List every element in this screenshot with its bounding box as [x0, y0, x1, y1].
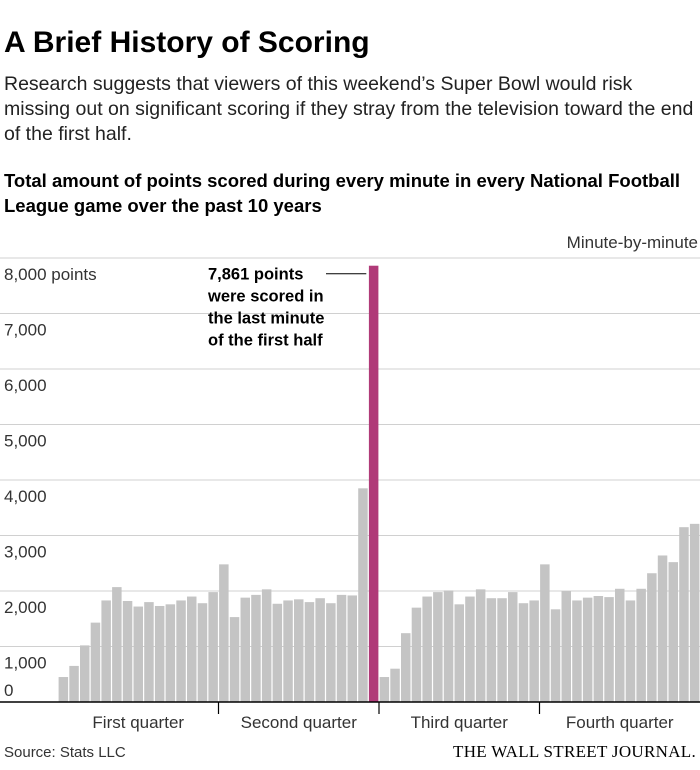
bar [347, 595, 357, 702]
bar [122, 600, 133, 702]
bar [561, 591, 571, 702]
bar [540, 564, 550, 702]
bar [486, 598, 497, 702]
y-tick-label: 0 [4, 681, 13, 700]
bar [197, 603, 208, 702]
bar [604, 597, 614, 702]
bar [58, 677, 69, 702]
annotation-text: were scored in [207, 288, 324, 306]
bar [69, 665, 79, 702]
bar [411, 607, 422, 702]
bar [358, 488, 368, 702]
bar [518, 603, 529, 702]
chart-dek: Research suggests that viewers of this w… [4, 73, 694, 145]
y-tick-label: 6,000 [4, 376, 47, 395]
bar [550, 609, 561, 702]
chart-subtitle: Total amount of points scored during eve… [4, 170, 681, 216]
bar [315, 598, 325, 702]
bar [112, 587, 122, 702]
annotation-text: the last minute [208, 310, 324, 328]
bar [475, 589, 486, 702]
bar-chart: 0 1,000 2,000 3,000 4,000 5,000 6,000 7,000 8,00… [0, 233, 700, 732]
bar [379, 677, 390, 702]
bar [326, 603, 336, 702]
bar [176, 600, 186, 702]
bar [593, 595, 604, 702]
bar [240, 597, 250, 702]
bar [572, 600, 582, 702]
chart-title: A Brief History of Scoring [4, 26, 370, 59]
bar [508, 592, 518, 702]
annotation-text: 7,861 points [208, 266, 303, 284]
y-tick-label: 7,000 [4, 321, 47, 340]
bar [219, 564, 229, 702]
bar [229, 617, 240, 702]
bar-highlight [368, 265, 379, 702]
bar [272, 603, 283, 702]
bar [90, 622, 101, 702]
quarter-label: Second quarter [241, 713, 358, 732]
quarter-label: Third quarter [411, 713, 509, 732]
annotation-text: of the first half [208, 332, 323, 350]
quarter-label: Fourth quarter [566, 713, 674, 732]
bar [582, 597, 593, 702]
bar [283, 600, 293, 702]
bar [336, 594, 347, 702]
bar [679, 527, 689, 702]
bar [294, 599, 304, 702]
y-tick-label: 5,000 [4, 432, 47, 451]
y-tick-label: 3,000 [4, 543, 47, 562]
y-tick-label: 2,000 [4, 598, 47, 617]
bar [80, 645, 90, 702]
bar [647, 573, 657, 702]
bar [422, 596, 432, 702]
bar [497, 598, 507, 702]
bar [443, 590, 454, 702]
bar [668, 562, 678, 702]
bar [165, 604, 176, 702]
publisher-logo: THE WALL STREET JOURNAL. [453, 742, 696, 761]
bar [615, 588, 625, 702]
bar [625, 600, 636, 702]
source-note: Source: Stats LLC [4, 744, 126, 761]
y-tick-label: 8,000 points [4, 265, 97, 284]
bar [251, 594, 261, 702]
bar [689, 523, 700, 702]
bar [154, 605, 165, 702]
bar [390, 668, 400, 702]
bar [144, 602, 154, 702]
bar [133, 606, 143, 702]
bar [304, 602, 315, 702]
bar [657, 555, 668, 702]
bar [636, 588, 646, 702]
y-tick-label: 1,000 [4, 654, 47, 673]
legend-label: Minute-by-minute [567, 233, 698, 252]
bar [454, 604, 464, 702]
y-tick-label: 4,000 [4, 487, 47, 506]
bar [433, 592, 443, 702]
bar [101, 600, 111, 702]
bar [261, 589, 272, 702]
bar [208, 592, 218, 702]
bar [465, 596, 475, 702]
quarter-label: First quarter [92, 713, 184, 732]
bar [187, 596, 197, 702]
bar [401, 633, 411, 702]
bar [529, 600, 539, 702]
